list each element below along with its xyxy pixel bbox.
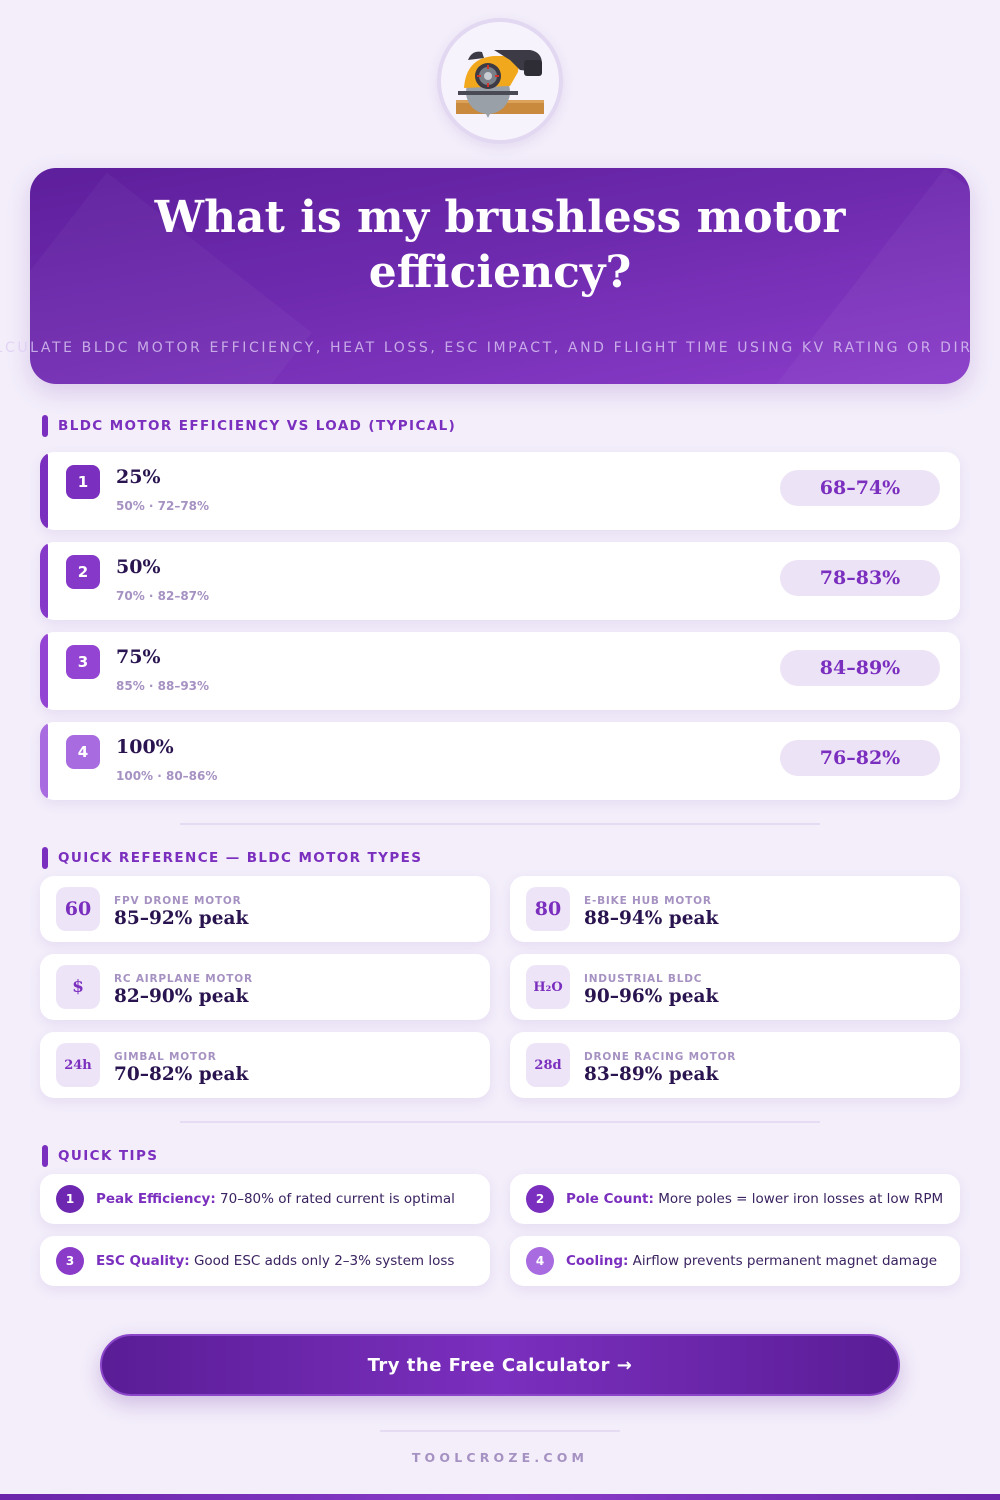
row-number-badge: 1 [66, 465, 100, 499]
reference-card: 60 FPV DRONE MOTOR 85–92% peak [40, 876, 490, 942]
efficiency-range-pill: 76–82% [780, 740, 940, 776]
row-number-badge: 3 [66, 645, 100, 679]
tip-card: 1 Peak Efficiency: 70–80% of rated curre… [40, 1174, 490, 1224]
tip-text: ESC Quality: Good ESC adds only 2–3% sys… [96, 1253, 454, 1269]
section-heading-efficiency: BLDC MOTOR EFFICIENCY VS LOAD (TYPICAL) [42, 415, 456, 437]
motor-type-label: RC AIRPLANE MOTOR [114, 973, 253, 985]
header-banner: What is my brushless motor efficiency? [30, 168, 970, 384]
row-number-badge: 4 [66, 735, 100, 769]
footer-site-link[interactable]: TOOLCROZE.COM [411, 1450, 589, 1465]
efficiency-row: 3 75% 85% · 88–93% 84–89% [40, 632, 960, 710]
tip-card: 3 ESC Quality: Good ESC adds only 2–3% s… [40, 1236, 490, 1286]
row-accent-bar [40, 542, 48, 620]
hours-icon: 24h [56, 1043, 100, 1087]
tip-number-badge: 1 [56, 1185, 84, 1213]
load-detail: 70% · 82–87% [116, 589, 210, 603]
reference-card: 80 E-BIKE HUB MOTOR 88–94% peak [510, 876, 960, 942]
section-title: BLDC MOTOR EFFICIENCY VS LOAD (TYPICAL) [58, 418, 457, 434]
motor-type-label: GIMBAL MOTOR [114, 1051, 217, 1063]
motor-type-label: E-BIKE HUB MOTOR [584, 895, 712, 907]
peak-efficiency-value: 83–89% peak [584, 1064, 719, 1085]
page-subtitle: CALCULATE BLDC MOTOR EFFICIENCY, HEAT LO… [0, 340, 970, 356]
days-icon: 28d [526, 1043, 570, 1087]
tip-body: Good ESC adds only 2–3% system loss [189, 1253, 455, 1269]
section-divider [180, 823, 820, 825]
efficiency-row: 1 25% 50% · 72–78% 68–74% [40, 452, 960, 530]
section-heading-reference: QUICK REFERENCE — BLDC MOTOR TYPES [42, 847, 422, 869]
load-percent: 100% [116, 736, 174, 758]
load-percent: 75% [116, 646, 161, 668]
load-percent: 25% [116, 466, 161, 488]
section-marker [42, 1145, 48, 1167]
load-detail: 100% · 80–86% [116, 769, 218, 783]
reference-card: 28d DRONE RACING MOTOR 83–89% peak [510, 1032, 960, 1098]
efficiency-row: 4 100% 100% · 80–86% 76–82% [40, 722, 960, 800]
tip-number-badge: 2 [526, 1185, 554, 1213]
peak-efficiency-value: 82–90% peak [114, 986, 249, 1007]
peak-efficiency-value: 90–96% peak [584, 986, 719, 1007]
hero-saw-illustration [437, 18, 563, 144]
h2o-icon: H₂O [526, 965, 570, 1009]
motor-type-label: DRONE RACING MOTOR [584, 1051, 737, 1063]
try-calculator-button[interactable]: Try the Free Calculator → [100, 1334, 900, 1396]
tip-title: Cooling: [566, 1253, 629, 1269]
footer-divider [380, 1430, 620, 1432]
reference-card: 24h GIMBAL MOTOR 70–82% peak [40, 1032, 490, 1098]
tip-card: 2 Pole Count: More poles = lower iron lo… [510, 1174, 960, 1224]
section-title: QUICK REFERENCE — BLDC MOTOR TYPES [58, 850, 423, 866]
section-divider [180, 1121, 820, 1123]
tip-body: 70–80% of rated current is optimal [215, 1191, 455, 1207]
peak-efficiency-value: 85–92% peak [114, 908, 249, 929]
reference-badge-icon: 60 [56, 887, 100, 931]
bottom-accent-bar [0, 1494, 1000, 1500]
tip-title: Peak Efficiency: [96, 1191, 216, 1207]
efficiency-range-pill: 68–74% [780, 470, 940, 506]
row-accent-bar [40, 722, 48, 800]
page-title: What is my brushless motor efficiency? [154, 192, 846, 298]
reference-card: H₂O INDUSTRIAL BLDC 90–96% peak [510, 954, 960, 1020]
peak-efficiency-value: 70–82% peak [114, 1064, 249, 1085]
dollar-icon: $ [56, 965, 100, 1009]
tip-number-badge: 4 [526, 1247, 554, 1275]
tip-title: ESC Quality: [96, 1253, 190, 1269]
load-percent: 50% [116, 556, 161, 578]
circular-saw-icon [456, 50, 544, 118]
tip-text: Cooling: Airflow prevents permanent magn… [566, 1253, 937, 1269]
efficiency-range-pill: 84–89% [780, 650, 940, 686]
motor-type-label: FPV DRONE MOTOR [114, 895, 242, 907]
tip-body: More poles = lower iron losses at low RP… [653, 1191, 944, 1207]
peak-efficiency-value: 88–94% peak [584, 908, 719, 929]
tip-text: Peak Efficiency: 70–80% of rated current… [96, 1191, 455, 1207]
efficiency-row: 2 50% 70% · 82–87% 78–83% [40, 542, 960, 620]
tip-number-badge: 3 [56, 1247, 84, 1275]
tip-text: Pole Count: More poles = lower iron loss… [566, 1191, 943, 1207]
motor-type-label: INDUSTRIAL BLDC [584, 973, 703, 985]
reference-card: $ RC AIRPLANE MOTOR 82–90% peak [40, 954, 490, 1020]
section-marker [42, 847, 48, 869]
section-title: QUICK TIPS [58, 1148, 159, 1164]
row-number-badge: 2 [66, 555, 100, 589]
efficiency-range-pill: 78–83% [780, 560, 940, 596]
load-detail: 50% · 72–78% [116, 499, 210, 513]
section-heading-tips: QUICK TIPS [42, 1145, 158, 1167]
reference-badge-icon: 80 [526, 887, 570, 931]
section-marker [42, 415, 48, 437]
tip-card: 4 Cooling: Airflow prevents permanent ma… [510, 1236, 960, 1286]
tip-title: Pole Count: [566, 1191, 654, 1207]
row-accent-bar [40, 452, 48, 530]
load-detail: 85% · 88–93% [116, 679, 210, 693]
tip-body: Airflow prevents permanent magnet damage [628, 1253, 938, 1269]
row-accent-bar [40, 632, 48, 710]
